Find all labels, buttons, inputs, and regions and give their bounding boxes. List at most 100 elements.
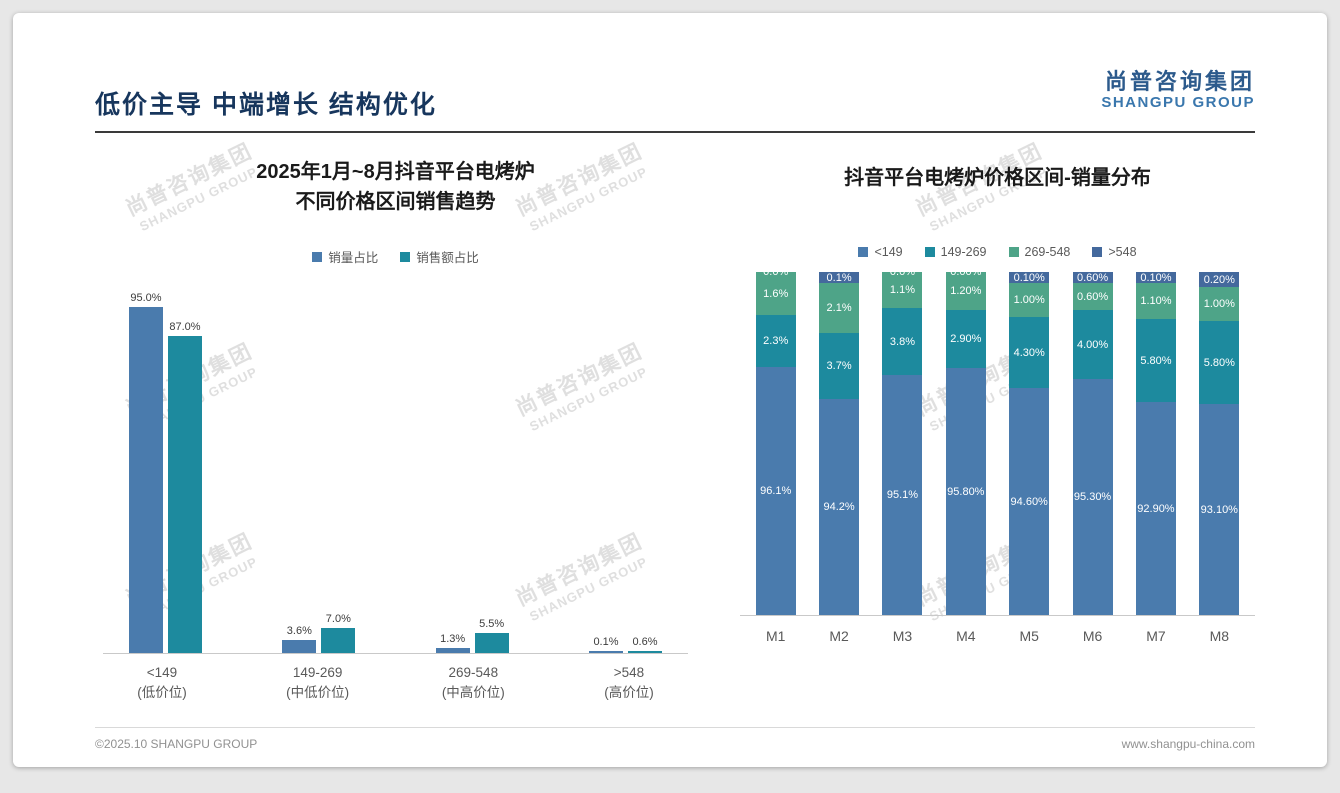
- left-chart-x-axis: <149 (低价位) 149-269 (中低价位) 269-548 (中高价位) >548 (…: [103, 663, 688, 704]
- footer: ©2025.10 SHANGPU GROUP www.shangpu-china…: [95, 727, 1255, 751]
- bar-value-label: 3.6%: [286, 624, 312, 637]
- slide: 尚普咨询集团 SHANGPU GROUP 尚普咨询集团 SHANGPU GROUP 尚普…: [13, 13, 1327, 767]
- stack-segment: 95.30%: [1072, 379, 1113, 615]
- segment-value-label: 0.60%: [1076, 290, 1109, 303]
- stacked-bar-cell: 0.0% 1.1% 3.8% 95.1%: [871, 266, 934, 615]
- stacked-bar: 0.0% 1.6% 2.3% 96.1%: [755, 266, 796, 615]
- legend-swatch: [924, 247, 935, 257]
- category-label-sub: (低价位): [137, 685, 187, 701]
- stack-segment: 1.6%: [755, 272, 796, 315]
- legend-item: 销量占比: [312, 247, 378, 266]
- legend-item: 149-269: [924, 245, 987, 259]
- legend-swatch: [858, 247, 869, 257]
- stack-segment: 5.80%: [1135, 319, 1176, 402]
- bar-value-label: 95.0%: [130, 292, 162, 305]
- segment-value-label: 95.30%: [1073, 491, 1112, 503]
- legend-label: 269-548: [1024, 245, 1071, 259]
- stack-segment: 0.10%: [1135, 271, 1176, 284]
- bar-with-label: 87.0%: [168, 321, 202, 653]
- stack-segment: 3.8%: [882, 308, 923, 375]
- category-label: >548 (高价位): [570, 663, 688, 704]
- stacked-bar: 0.0% 1.1% 3.8% 95.1%: [882, 266, 923, 615]
- legend-label: 149-269: [940, 245, 987, 259]
- stacked-bar-cell: 0.10% 1.10% 5.80% 92.90%: [1124, 272, 1187, 615]
- category-label: <149 (低价位): [103, 663, 221, 704]
- stack-segment: 4.00%: [1072, 310, 1113, 379]
- stack-segment: 1.20%: [945, 272, 986, 310]
- legend-swatch: [1008, 247, 1019, 257]
- segment-value-label: 95.80%: [947, 485, 985, 498]
- company-logo: 尚普咨询集团 SHANGPU GROUP: [1101, 69, 1255, 112]
- bar: [588, 651, 623, 653]
- stack-segment: 0.1%: [819, 271, 860, 284]
- month-label: M6: [1082, 628, 1103, 644]
- bar-value-label: 0.1%: [593, 636, 619, 648]
- stacked-bar: 0.10% 1.00% 4.30% 94.60%: [1009, 272, 1050, 615]
- month-label: M5: [1019, 628, 1039, 644]
- stacked-bar: 0.00% 1.20% 2.90% 95.80%: [945, 266, 986, 615]
- stack-segment: 94.2%: [819, 399, 860, 615]
- title-underline: [95, 131, 1255, 133]
- segment-value-label: 4.00%: [1076, 338, 1109, 351]
- segment-value-label: 93.10%: [1200, 503, 1238, 516]
- bar-with-label: 3.6%: [282, 624, 317, 653]
- segment-value-label: 2.1%: [826, 302, 852, 314]
- segment-value-label: 94.2%: [823, 501, 855, 513]
- stacked-bar: 0.60% 0.60% 4.00% 95.30%: [1072, 271, 1113, 615]
- stack-segment: 95.80%: [945, 368, 986, 615]
- segment-value-label: 1.1%: [889, 284, 915, 296]
- segment-value-label: 2.90%: [950, 333, 982, 345]
- left-chart-legend: 销量占比 销售额占比: [103, 247, 688, 266]
- stack-segment: 0.10%: [1009, 272, 1050, 284]
- month-label: M2: [829, 628, 849, 644]
- bar-group: 3.6% 7.0%: [282, 612, 356, 653]
- stack-segment: 0.20%: [1199, 272, 1240, 287]
- right-chart-x-axis: M1 M2 M3 M4 M5 M6 M7 M8: [740, 626, 1255, 647]
- legend-item: <149: [858, 245, 903, 259]
- stacked-bar-cell: 0.1% 2.1% 3.7% 94.2%: [807, 272, 870, 615]
- segment-value-label: 0.60%: [1076, 271, 1109, 284]
- segment-value-label: 0.20%: [1203, 273, 1235, 286]
- month-label: M7: [1146, 628, 1166, 644]
- bar-with-label: 0.1%: [588, 636, 623, 653]
- stack-segment: 93.10%: [1199, 404, 1240, 615]
- segment-value-label: 94.60%: [1010, 495, 1048, 508]
- bar-value-label: 7.0%: [325, 612, 351, 625]
- category-label-main: <149: [146, 665, 178, 680]
- stacked-bar-cell: 0.00% 1.20% 2.90% 95.80%: [934, 266, 997, 615]
- bar: [168, 336, 202, 653]
- price-distribution-chart: 抖音平台电烤炉价格区间-销量分布 <149 149-269 269-548 >548 …: [740, 157, 1255, 704]
- stack-segment: 2.90%: [945, 310, 986, 368]
- category-label-sub: (高价位): [604, 685, 654, 701]
- bar: [474, 632, 509, 653]
- stacked-bar: 0.20% 1.00% 5.80% 93.10%: [1199, 272, 1240, 615]
- stack-segment: 0.60%: [1072, 283, 1113, 310]
- category-label-main: 149-269: [292, 665, 343, 680]
- bar: [627, 650, 662, 653]
- left-chart-title: 2025年1月~8月抖音平台电烤炉 不同价格区间销售趋势: [103, 157, 688, 217]
- stacked-bar: 0.1% 2.1% 3.7% 94.2%: [819, 271, 860, 615]
- stack-segment: 1.10%: [1135, 283, 1176, 319]
- header: 低价主导 中端增长 结构优化 尚普咨询集团 SHANGPU GROUP: [95, 69, 1255, 121]
- category-label-sub: (中高价位): [441, 685, 505, 701]
- bar: [282, 639, 317, 653]
- segment-value-label: 5.80%: [1203, 356, 1235, 369]
- stacked-bar-cell: 0.10% 1.00% 4.30% 94.60%: [998, 272, 1061, 615]
- segment-value-label: 0.0%: [763, 266, 789, 278]
- stacked-bar-cell: 0.0% 1.6% 2.3% 96.1%: [744, 266, 807, 615]
- legend-label: <149: [874, 245, 903, 259]
- logo-english-text: SHANGPU GROUP: [1101, 94, 1255, 112]
- category-label: 269-548 (中高价位): [414, 663, 532, 704]
- legend-item: >548: [1092, 245, 1137, 259]
- bar-with-label: 95.0%: [129, 292, 163, 653]
- segment-value-label: 1.10%: [1140, 295, 1172, 307]
- legend-item: 销售额占比: [400, 247, 479, 266]
- left-chart-title-line2: 不同价格区间销售趋势: [295, 191, 496, 213]
- segment-value-label: 0.10%: [1140, 271, 1172, 284]
- segment-value-label: 0.1%: [826, 271, 852, 284]
- segment-value-label: 96.1%: [760, 485, 792, 497]
- segment-value-label: 1.20%: [950, 285, 982, 297]
- bar-value-label: 0.6%: [632, 635, 658, 648]
- segment-value-label: 3.8%: [889, 335, 915, 348]
- bar-group: 1.3% 5.5%: [435, 618, 509, 653]
